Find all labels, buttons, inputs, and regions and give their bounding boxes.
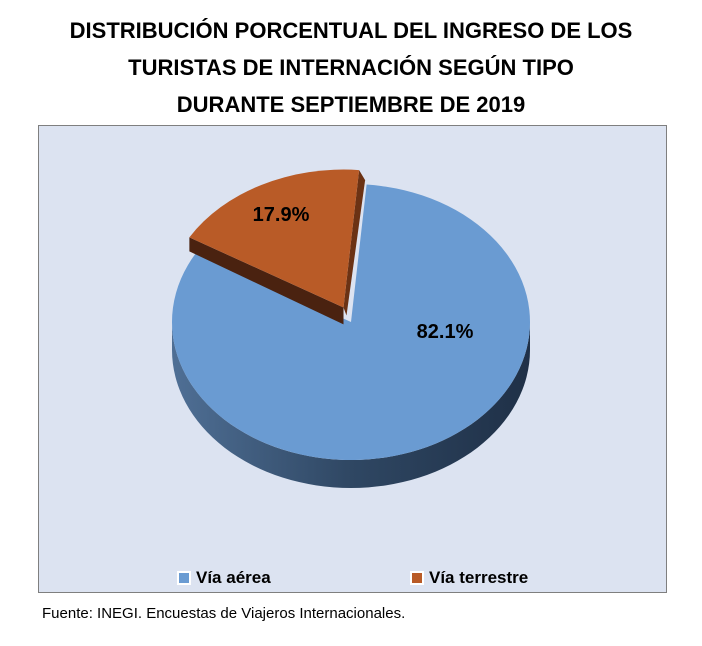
slice-side-via-terrestre xyxy=(189,237,344,325)
legend-swatch xyxy=(177,571,191,585)
chart-title: DISTRIBUCIÓN PORCENTUAL DEL INGRESO DE L… xyxy=(69,18,633,117)
footnote: Fuente: INEGI. Encuestas de Viajeros Int… xyxy=(42,605,406,622)
data-label-via-aerea: 82.1% xyxy=(417,321,474,343)
slice-via-aerea xyxy=(171,184,530,461)
slice-edge-via-terrestre xyxy=(343,170,366,316)
legend-item-via-aerea: Vía aérea xyxy=(177,568,271,588)
slice-via-terrestre xyxy=(189,169,360,308)
legend-swatch xyxy=(410,571,424,585)
legend-item-via-terrestre: Vía terrestre xyxy=(410,568,528,588)
slice-side-via-aerea xyxy=(172,322,530,488)
data-label-via-terrestre: 17.9% xyxy=(253,204,310,226)
